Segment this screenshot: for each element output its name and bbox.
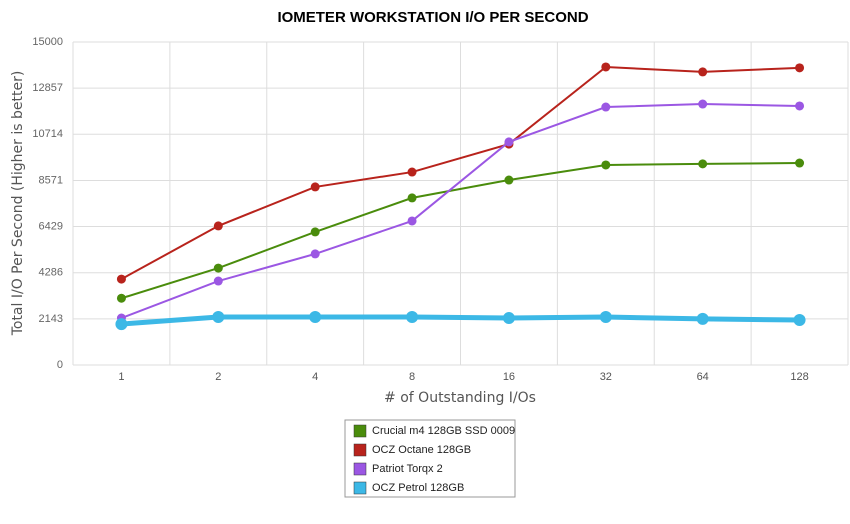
data-point [698,99,708,109]
data-point [601,160,611,170]
data-point [502,312,515,325]
series-line [121,103,800,319]
legend-swatch [353,443,367,457]
data-point [310,182,320,192]
data-point [698,67,708,77]
data-point [213,221,223,231]
data-point [504,137,514,147]
legend-label: OCZ Petrol 128GB [372,482,464,494]
x-tick-label: 1 [118,371,124,383]
data-point [795,158,805,168]
x-tick-label: 128 [790,371,808,383]
y-tick-label: 12857 [32,82,63,94]
x-tick-label: 64 [697,371,709,383]
data-point [698,159,708,169]
data-point [213,276,223,286]
legend-box [344,419,516,498]
data-point [696,312,709,325]
legend-label: OCZ Octane 128GB [372,444,471,456]
data-point [406,310,419,323]
y-tick-label: 0 [57,359,63,371]
data-point [407,167,417,177]
y-axis-label: Total I/O Per Second (Higher is better) [10,71,26,337]
y-tick-label: 4286 [39,267,63,279]
y-tick-label: 2143 [39,313,63,325]
legend-label: Patriot Torqx 2 [372,463,443,475]
series-line [121,162,800,300]
data-point [407,216,417,226]
x-tick-label: 32 [600,371,612,383]
data-point [599,310,612,323]
y-tick-label: 15000 [32,36,63,48]
x-axis-label: # of Outstanding I/Os [384,390,536,406]
series-line [121,314,800,327]
data-point [793,313,806,326]
data-point [213,263,223,273]
x-tick-label: 4 [312,371,318,383]
data-point [116,274,126,284]
legend-label: Crucial m4 128GB SSD 0009 [372,425,515,437]
legend-swatch [353,462,367,476]
data-point [407,193,417,203]
data-point [309,310,322,323]
data-point [504,175,514,185]
data-point [601,102,611,112]
data-point [601,62,611,72]
data-point [310,249,320,259]
data-point [116,293,126,303]
x-tick-label: 8 [409,371,415,383]
data-point [310,227,320,237]
legend-swatch [353,481,367,495]
data-point [212,310,225,323]
data-point [115,318,128,331]
y-tick-label: 8571 [39,174,63,186]
y-tick-label: 6429 [39,220,63,232]
x-tick-label: 16 [503,371,515,383]
y-tick-label: 10714 [32,128,63,140]
x-tick-label: 2 [215,371,221,383]
data-point [795,101,805,111]
series-line [120,65,800,280]
data-point [795,63,805,73]
legend-swatch [353,424,367,438]
chart-title: IOMETER WORKSTATION I/O PER SECOND [277,9,588,26]
